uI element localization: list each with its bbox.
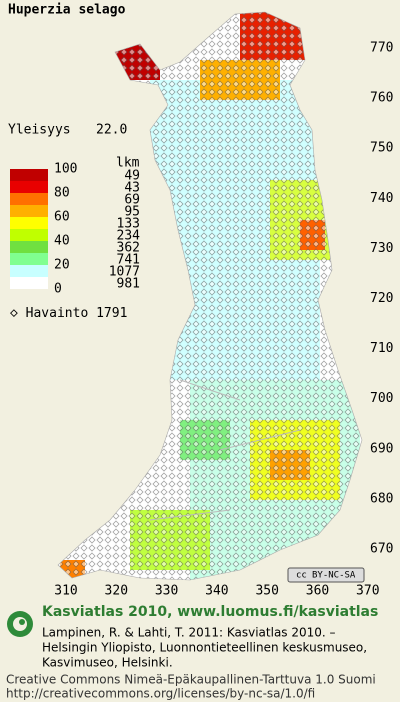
legend-swatch [10, 277, 48, 289]
species-title: Huperzia selago [8, 3, 126, 18]
observations-label: ◇ Havainto 1791 [10, 306, 127, 321]
legend-swatch [10, 229, 48, 241]
legend-swatch [10, 169, 48, 181]
legend-count: 43 [124, 181, 140, 196]
easting-label: 350 [255, 584, 278, 599]
citation-line: Lampinen, R. & Lahti, T. 2011: Kasviatla… [42, 626, 336, 640]
northing-label: 710 [370, 341, 393, 356]
northing-label: 740 [370, 191, 393, 206]
easting-label: 330 [155, 584, 178, 599]
legend-count: 95 [124, 205, 140, 220]
easting-label: 310 [54, 584, 77, 599]
legend-count: 362 [117, 241, 140, 256]
footer: Kasviatlas 2010, www.luomus.fi/kasviatla… [6, 604, 378, 701]
legend-swatch [10, 181, 48, 193]
legend-percent: 60 [54, 210, 70, 225]
northing-label: 720 [370, 291, 393, 306]
northing-label: 700 [370, 391, 393, 406]
legend-swatch [10, 241, 48, 253]
legend-percent: 40 [54, 234, 70, 249]
legend-swatch [10, 205, 48, 217]
license-url[interactable]: http://creativecommons.org/licenses/by-n… [6, 687, 315, 701]
observations-text: Havainto [26, 306, 89, 321]
legend-count: 49 [124, 169, 140, 184]
footer-heading: Kasviatlas 2010, www.luomus.fi/kasviatla… [42, 604, 378, 620]
northing-label: 680 [370, 491, 393, 506]
legend-count: 981 [117, 277, 140, 292]
northing-label: 670 [370, 542, 393, 557]
legend-percent: 0 [54, 282, 62, 297]
citation-line: Helsingin Yliopisto, Luonnontieteellinen… [42, 641, 367, 655]
citation-line: Kasvimuseo, Helsinki. [42, 656, 173, 670]
legend-percent: 100 [54, 162, 77, 177]
legend-count: 234 [117, 229, 141, 244]
legend-swatch [10, 217, 48, 229]
legend-count: 1077 [109, 265, 140, 280]
legend-count: 741 [117, 253, 140, 268]
frequency-value: 22.0 [96, 123, 127, 138]
easting-label: 340 [205, 584, 228, 599]
northing-label: 690 [370, 441, 393, 456]
easting-label: 370 [356, 584, 379, 599]
cc-mark: cc [296, 571, 307, 581]
license-badge-text: BY-NC-SA [312, 571, 356, 581]
easting-label: 320 [105, 584, 128, 599]
license-text: Creative Commons Nimeä-Epäkaupallinen-Ta… [6, 673, 376, 687]
frequency-label: Yleisyys [8, 123, 71, 138]
license-badge: cc BY-NC-SA [287, 567, 365, 583]
northing-label: 750 [370, 141, 393, 156]
observations-value: 1791 [96, 306, 127, 321]
legend-count: 133 [117, 217, 140, 232]
count-header: lkm [116, 156, 140, 171]
legend-swatch [10, 253, 48, 265]
legend-swatch [10, 265, 48, 277]
legend-percent: 80 [54, 186, 70, 201]
legend-percent: 20 [54, 258, 70, 273]
legend-swatch [10, 193, 48, 205]
legend-count: 69 [124, 193, 140, 208]
northing-label: 770 [370, 41, 393, 56]
northing-label: 730 [370, 241, 393, 256]
easting-label: 360 [306, 584, 329, 599]
northing-label: 760 [370, 91, 393, 106]
